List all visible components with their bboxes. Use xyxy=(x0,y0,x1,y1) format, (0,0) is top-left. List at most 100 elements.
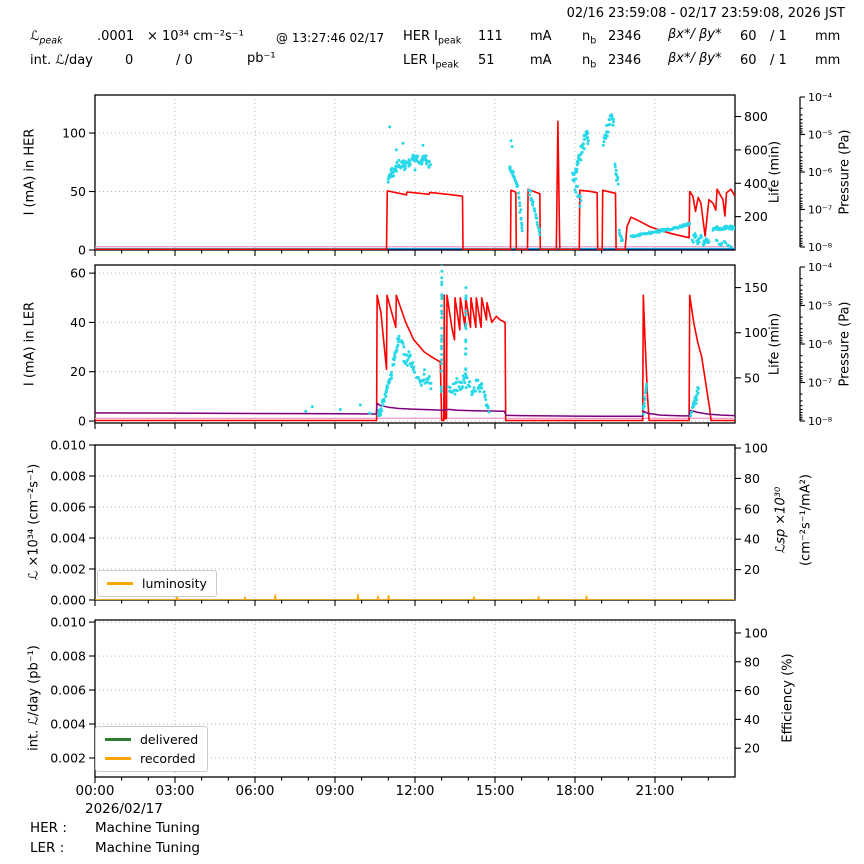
pressure-tick-label: 10⁻⁴ xyxy=(808,91,833,104)
recorded-swatch xyxy=(105,757,131,760)
ler-beta-unit: mm xyxy=(815,53,841,68)
her_current-pressure-axis: 10⁻⁴ 10⁻⁵ 10⁻⁶ 10⁻⁷ 10⁻⁸ xyxy=(799,91,833,254)
her_current-ytick: 50 xyxy=(70,184,86,199)
ler_current-plot: 0 20 40 60 50 100 150 xyxy=(70,264,768,429)
ler-life-cluster xyxy=(415,368,433,391)
her-life-rising-line xyxy=(629,221,692,239)
her-current-line xyxy=(95,120,735,250)
pressure-tick-label: 10⁻⁸ xyxy=(808,241,833,254)
pressure-tick-label: 10⁻⁷ xyxy=(808,377,832,390)
lpeak-label: ℒpeak xyxy=(30,29,63,47)
legend-item-luminosity: luminosity xyxy=(107,574,207,593)
her-life-scatter-g xyxy=(711,224,735,232)
luminosity-ytick: 0.002 xyxy=(50,562,86,577)
ler_current-right-ytick: 100 xyxy=(744,325,768,340)
her-nb-value: 2346 xyxy=(608,29,642,44)
ler_current-ytick: 60 xyxy=(70,266,86,281)
ler-life-wobble xyxy=(399,339,416,374)
recorded-legend-label: recorded xyxy=(140,751,196,766)
her-beta-value: 60 xyxy=(740,29,757,44)
ler-mode-label: LER : xyxy=(30,840,65,856)
integrated-ytick: 0.008 xyxy=(50,649,86,664)
luminosity-right-ytick: 20 xyxy=(744,562,760,577)
her-life-scatter-f xyxy=(690,232,711,247)
x-tick-label: 12:00 xyxy=(396,783,435,799)
ler-life-rise xyxy=(376,334,401,418)
delivered-swatch xyxy=(105,738,131,741)
luminosity-ytick: 0.004 xyxy=(50,531,86,546)
ler-ipeak-value: 51 xyxy=(478,53,495,68)
luminosity-right-ytick: 40 xyxy=(744,532,760,547)
ler_current-ytick: 0 xyxy=(78,414,86,429)
luminosity-legend-label: luminosity xyxy=(142,576,207,591)
her-life-scatter-b2 xyxy=(517,191,524,233)
ler-ipeak-label: LER Ipeak xyxy=(403,53,459,71)
her_current-plot: 0 50 100 200 400 600 800 xyxy=(62,94,768,258)
ler-pressure-axis-label: Pressure (Pa) xyxy=(837,301,853,387)
her-ipeak-label: HER Ipeak xyxy=(403,29,462,47)
integrated-ytick: 0.006 xyxy=(50,683,86,698)
ler_current-ytick: 40 xyxy=(70,315,86,330)
ler-mode-value: Machine Tuning xyxy=(95,840,200,856)
integrated-axis-label: int. ℒ/day (pb⁻¹) xyxy=(26,645,42,751)
luminosity-right-ytick: 100 xyxy=(744,441,768,456)
x-tick-label: 03:00 xyxy=(156,783,195,799)
her-life-scatter-d2 xyxy=(573,184,583,208)
ler-life-spike-2230 xyxy=(689,386,700,418)
pressure-tick-label: 10⁻⁷ xyxy=(808,204,832,217)
her-life-scatter-a xyxy=(386,153,432,184)
ler-life-mid-wobble xyxy=(446,372,486,397)
ler-beta-label: βx*/ βy* xyxy=(668,51,722,66)
pressure-tick-label: 10⁻⁶ xyxy=(808,166,833,179)
her_current-ytick: 0 xyxy=(78,243,86,258)
integrated-right-ytick: 40 xyxy=(744,712,760,727)
x-tick-label: 06:00 xyxy=(236,783,275,799)
her-current-axis-label: I (mA) in HER xyxy=(22,128,38,216)
luminosity-axis-label: ℒ ×10³⁴ (cm⁻²s⁻¹) xyxy=(26,463,42,581)
her-life-outliers xyxy=(388,125,514,172)
her-life-scatter-e xyxy=(601,113,615,147)
luminosity-ytick: 0.010 xyxy=(50,438,86,453)
ler-beta-slash: / 1 xyxy=(770,53,787,68)
lpeak-value: .0001 xyxy=(97,29,135,44)
luminosity-ytick: 0.000 xyxy=(50,593,86,608)
her-life-scatter-c xyxy=(527,188,542,237)
integrated-right-ytick: 100 xyxy=(744,625,768,640)
date-range: 02/16 23:59:08 - 02/17 23:59:08, 2026 JS… xyxy=(566,6,845,21)
ler-life-spike-2050 xyxy=(641,382,648,416)
her-life-scatter-b xyxy=(508,165,520,188)
pressure-tick-label: 10⁻⁴ xyxy=(808,261,833,274)
pressure-tick-label: 10⁻⁵ xyxy=(808,300,832,313)
lsp-axis-label-line2: (cm⁻²s⁻¹/mA²) xyxy=(798,473,814,567)
her_current-right-ytick: 400 xyxy=(744,176,768,191)
intl-unit: pb⁻¹ xyxy=(247,51,276,66)
ler-life-lone-dots xyxy=(304,403,372,415)
lsp-axis-label-line1: ℒsp ×10³⁰ xyxy=(773,486,789,554)
intl-value: 0 xyxy=(125,53,134,68)
her-beta-slash: / 1 xyxy=(770,29,787,44)
ler-life-axis-label: Life (min) xyxy=(767,312,783,376)
ler_current-right-ytick: 150 xyxy=(744,280,768,295)
luminosity-right-ytick: 60 xyxy=(744,501,760,516)
her_current-right-ytick: 800 xyxy=(744,109,768,124)
ler-stored-purple-line xyxy=(95,402,735,418)
efficiency-axis-label: Efficiency (%) xyxy=(780,653,796,743)
her-life-axis-label: Life (min) xyxy=(767,140,783,204)
x-tick-label: 00:00 xyxy=(76,783,115,799)
intl-slash: / 0 xyxy=(176,53,193,68)
luminosity-right-ytick: 80 xyxy=(744,471,760,486)
x-tick-label: 15:00 xyxy=(476,783,515,799)
intl-label: int. ℒ/day xyxy=(30,53,93,68)
her_current-ytick: 100 xyxy=(62,126,86,141)
ler-ipeak-unit: mA xyxy=(530,53,552,68)
her_current-right-ytick: 600 xyxy=(744,142,768,157)
ler-current-axis-label: I (mA) in LER xyxy=(22,301,38,387)
her-pressure-axis-label: Pressure (Pa) xyxy=(837,129,853,215)
her-beta-label: βx*/ βy* xyxy=(668,27,722,42)
her-mode-label: HER : xyxy=(30,820,67,836)
her-nb-label: nb xyxy=(582,29,597,47)
ler-nb-label: nb xyxy=(582,53,597,71)
her_current-right-ytick: 200 xyxy=(744,209,768,224)
ler-life-descent xyxy=(483,393,491,414)
